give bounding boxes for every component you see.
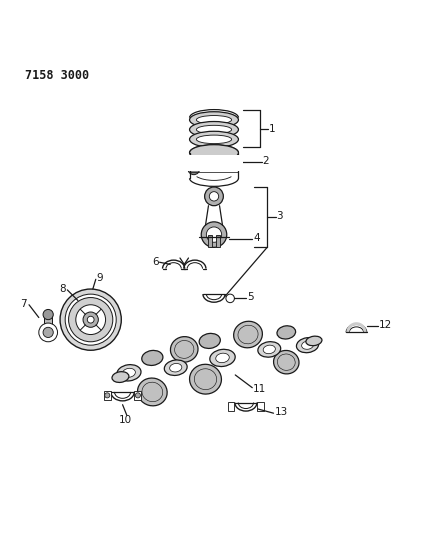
Text: 9: 9 [97, 273, 103, 283]
Circle shape [226, 294, 235, 303]
Circle shape [65, 294, 116, 345]
Text: 8: 8 [59, 284, 65, 294]
Text: 13: 13 [274, 407, 288, 417]
Bar [208, 237, 212, 247]
Circle shape [209, 192, 219, 201]
Ellipse shape [190, 364, 221, 394]
Ellipse shape [117, 365, 141, 381]
Text: 2: 2 [263, 156, 269, 166]
Circle shape [76, 305, 106, 335]
Circle shape [39, 323, 57, 342]
Ellipse shape [263, 345, 275, 354]
Ellipse shape [137, 378, 167, 406]
Bar [216, 235, 220, 237]
Ellipse shape [170, 337, 198, 362]
Circle shape [60, 289, 121, 350]
Circle shape [68, 297, 113, 342]
Circle shape [188, 163, 200, 175]
Text: 4: 4 [253, 232, 260, 243]
Circle shape [43, 327, 53, 337]
Bar [216, 237, 220, 247]
Ellipse shape [190, 122, 238, 138]
Text: 7: 7 [21, 299, 27, 309]
Bar [228, 402, 235, 411]
Ellipse shape [216, 353, 229, 362]
Circle shape [201, 222, 227, 247]
Ellipse shape [190, 131, 238, 148]
Circle shape [135, 393, 140, 398]
Text: 6: 6 [152, 257, 159, 267]
Bar [134, 391, 141, 400]
Circle shape [43, 310, 53, 320]
Ellipse shape [190, 144, 238, 161]
Ellipse shape [210, 349, 235, 367]
Ellipse shape [190, 112, 238, 128]
Text: 7158 3000: 7158 3000 [25, 69, 89, 82]
Text: 10: 10 [118, 415, 131, 425]
Wedge shape [346, 322, 367, 333]
Text: 11: 11 [253, 384, 266, 393]
Circle shape [83, 312, 98, 327]
Ellipse shape [277, 326, 296, 339]
Ellipse shape [297, 337, 319, 353]
Ellipse shape [196, 116, 232, 124]
Ellipse shape [273, 351, 299, 374]
Ellipse shape [169, 364, 182, 372]
Circle shape [205, 187, 223, 206]
Ellipse shape [122, 368, 135, 377]
Text: 12: 12 [378, 320, 392, 330]
Text: 1: 1 [269, 124, 276, 134]
Bar [208, 235, 212, 237]
Ellipse shape [258, 342, 281, 357]
Circle shape [87, 316, 94, 323]
Ellipse shape [112, 372, 129, 383]
Ellipse shape [196, 135, 232, 143]
Ellipse shape [302, 341, 313, 349]
Ellipse shape [164, 360, 187, 375]
Bar [257, 402, 264, 411]
Circle shape [105, 393, 110, 398]
Circle shape [206, 227, 222, 243]
Bar [44, 316, 52, 330]
Ellipse shape [142, 350, 163, 366]
Ellipse shape [196, 125, 232, 134]
Ellipse shape [234, 321, 262, 348]
Text: 3: 3 [276, 211, 283, 221]
Ellipse shape [306, 336, 322, 346]
Text: 5: 5 [247, 292, 253, 302]
Bar [104, 391, 111, 400]
Ellipse shape [199, 334, 220, 349]
Bar [185, 155, 243, 171]
